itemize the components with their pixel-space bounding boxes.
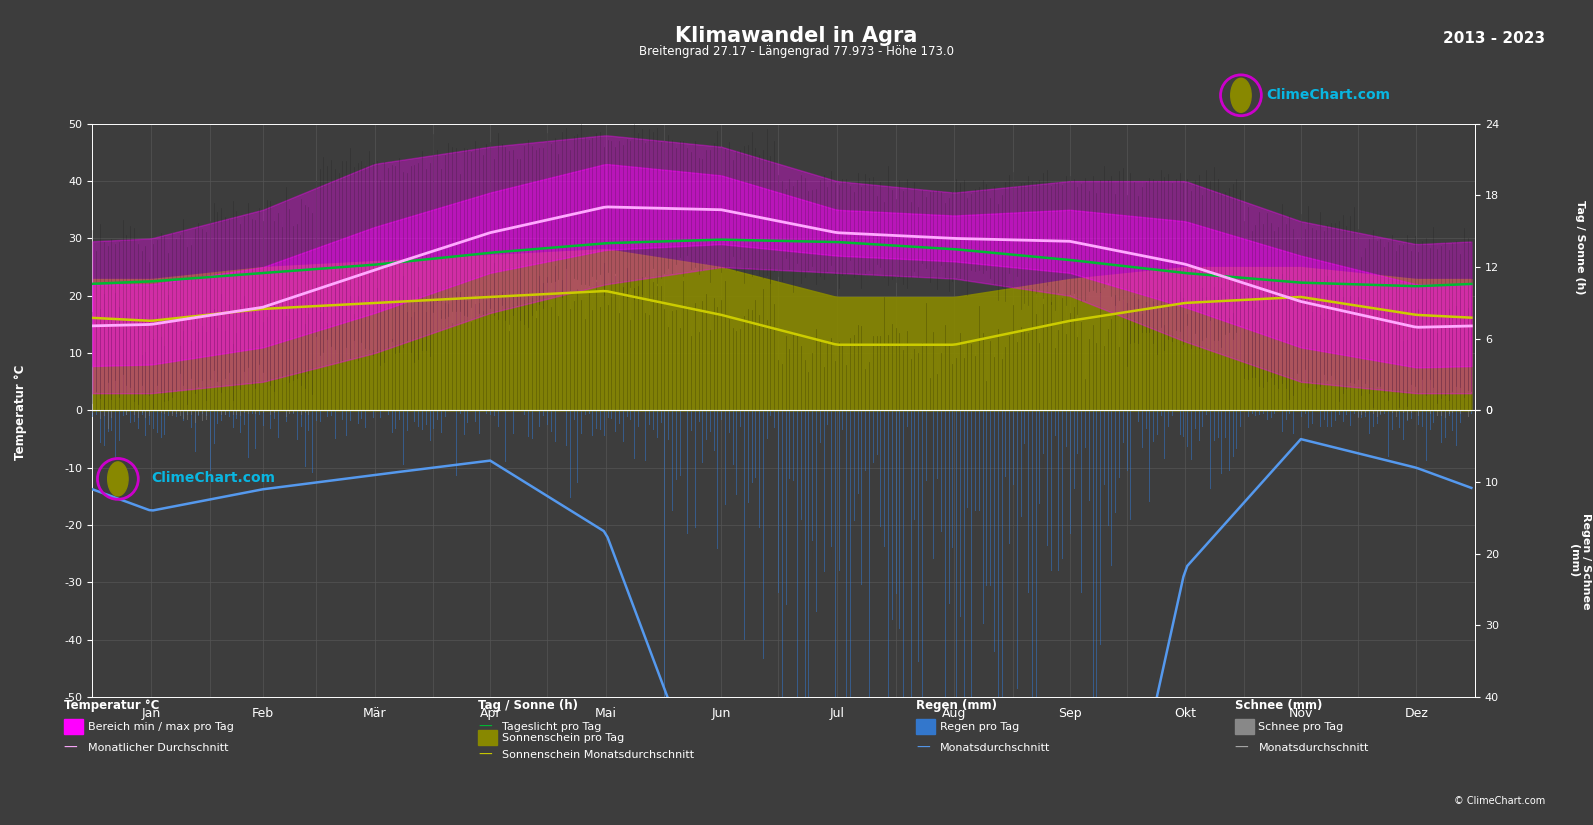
Text: Schnee pro Tag: Schnee pro Tag xyxy=(1258,722,1344,732)
Text: Tageslicht pro Tag: Tageslicht pro Tag xyxy=(502,722,601,732)
Text: —: — xyxy=(478,748,492,761)
Text: Monatlicher Durchschnitt: Monatlicher Durchschnitt xyxy=(88,743,228,753)
Text: Temperatur °C: Temperatur °C xyxy=(14,365,27,460)
Ellipse shape xyxy=(1231,78,1251,112)
Text: Tag / Sonne (h): Tag / Sonne (h) xyxy=(1575,200,1585,295)
Text: Schnee (mm): Schnee (mm) xyxy=(1235,700,1322,713)
Text: —: — xyxy=(1235,742,1249,755)
Text: Monatsdurchschnitt: Monatsdurchschnitt xyxy=(1258,743,1368,753)
Text: Monatsdurchschnitt: Monatsdurchschnitt xyxy=(940,743,1050,753)
Text: Sonnenschein pro Tag: Sonnenschein pro Tag xyxy=(502,733,624,742)
Text: © ClimeChart.com: © ClimeChart.com xyxy=(1454,796,1545,806)
Text: Breitengrad 27.17 - Längengrad 77.973 - Höhe 173.0: Breitengrad 27.17 - Längengrad 77.973 - … xyxy=(639,45,954,59)
Text: Klimawandel in Agra: Klimawandel in Agra xyxy=(675,26,918,46)
Text: —: — xyxy=(64,742,78,755)
Text: Tag / Sonne (h): Tag / Sonne (h) xyxy=(478,700,578,713)
Text: Sonnenschein Monatsdurchschnitt: Sonnenschein Monatsdurchschnitt xyxy=(502,750,695,760)
Text: Bereich min / max pro Tag: Bereich min / max pro Tag xyxy=(88,722,234,732)
Text: Regen pro Tag: Regen pro Tag xyxy=(940,722,1020,732)
Text: 2013 - 2023: 2013 - 2023 xyxy=(1443,31,1545,46)
Text: Regen / Schnee
(mm): Regen / Schnee (mm) xyxy=(1569,513,1591,609)
Ellipse shape xyxy=(108,462,127,496)
Text: —: — xyxy=(916,742,930,755)
Text: —: — xyxy=(478,720,492,733)
Text: ClimeChart.com: ClimeChart.com xyxy=(151,472,276,485)
Text: Temperatur °C: Temperatur °C xyxy=(64,700,159,713)
Text: ClimeChart.com: ClimeChart.com xyxy=(1266,88,1391,101)
Text: Regen (mm): Regen (mm) xyxy=(916,700,997,713)
